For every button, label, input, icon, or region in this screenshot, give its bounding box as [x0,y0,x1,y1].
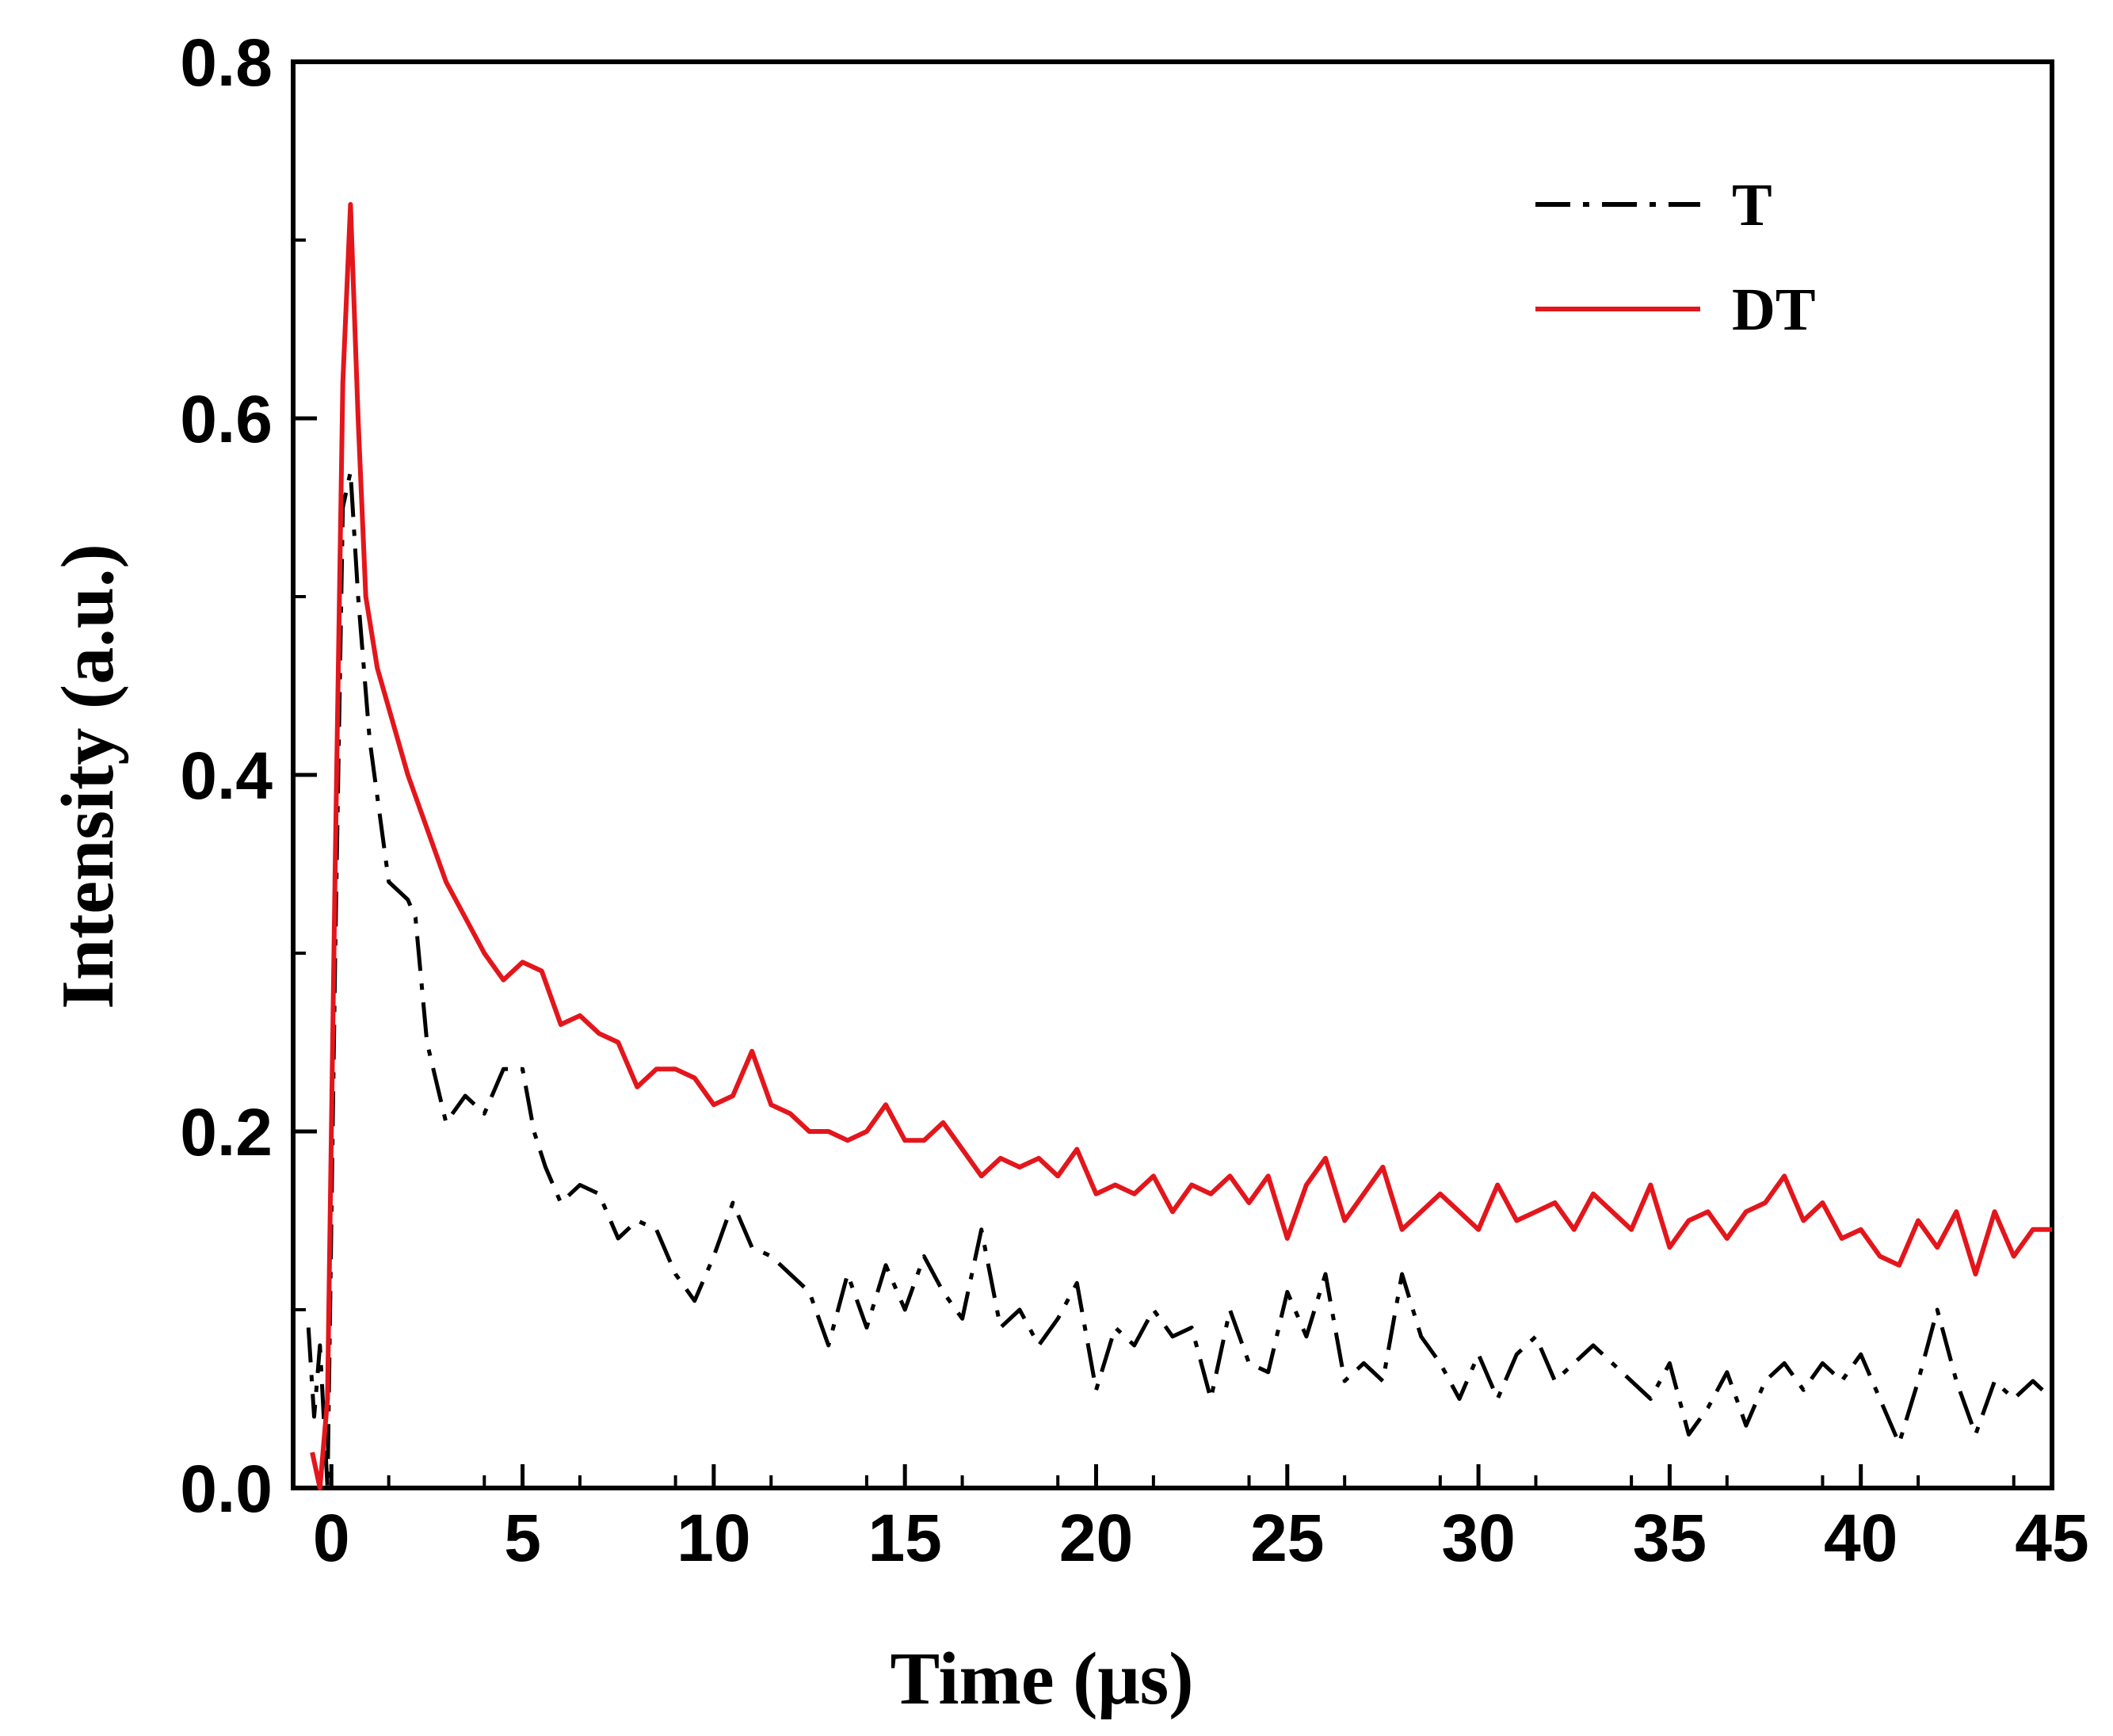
legend: T DT [1535,172,1816,343]
y-tick-label: 0.8 [180,25,273,100]
x-tick-label: 10 [677,1501,750,1575]
x-tick-label: 0 [313,1501,350,1575]
y-tick-label: 0.0 [180,1452,273,1526]
series-line-dt [310,202,2052,1490]
x-tick-label: 35 [1633,1501,1707,1575]
legend-label-t: T [1732,172,1772,238]
y-axis-ticks: 0.0 0.2 0.4 0.6 0.8 [180,25,317,1526]
y-tick-label: 0.4 [180,738,273,813]
x-tick-label: 30 [1441,1501,1515,1575]
x-tick-label: 15 [868,1501,941,1575]
x-axis-ticks: 0 5 10 15 20 25 30 35 40 45 [292,1464,2089,1575]
x-tick-label: 20 [1059,1501,1133,1575]
y-tick-label: 0.6 [180,382,273,456]
plot-frame [291,59,2054,1490]
x-tick-label: 25 [1250,1501,1324,1575]
series-line-t [306,470,2054,1490]
legend-label-dt: DT [1732,277,1816,343]
y-tick-label: 0.2 [180,1095,273,1169]
x-tick-label: 45 [2015,1501,2088,1575]
series-layer [306,202,2054,1490]
x-tick-label: 5 [504,1501,541,1575]
x-tick-label: 40 [1824,1501,1898,1575]
x-axis-title: Time (μs) [890,1638,1193,1720]
y-axis-title: Intensity (a.u.) [47,544,129,1009]
